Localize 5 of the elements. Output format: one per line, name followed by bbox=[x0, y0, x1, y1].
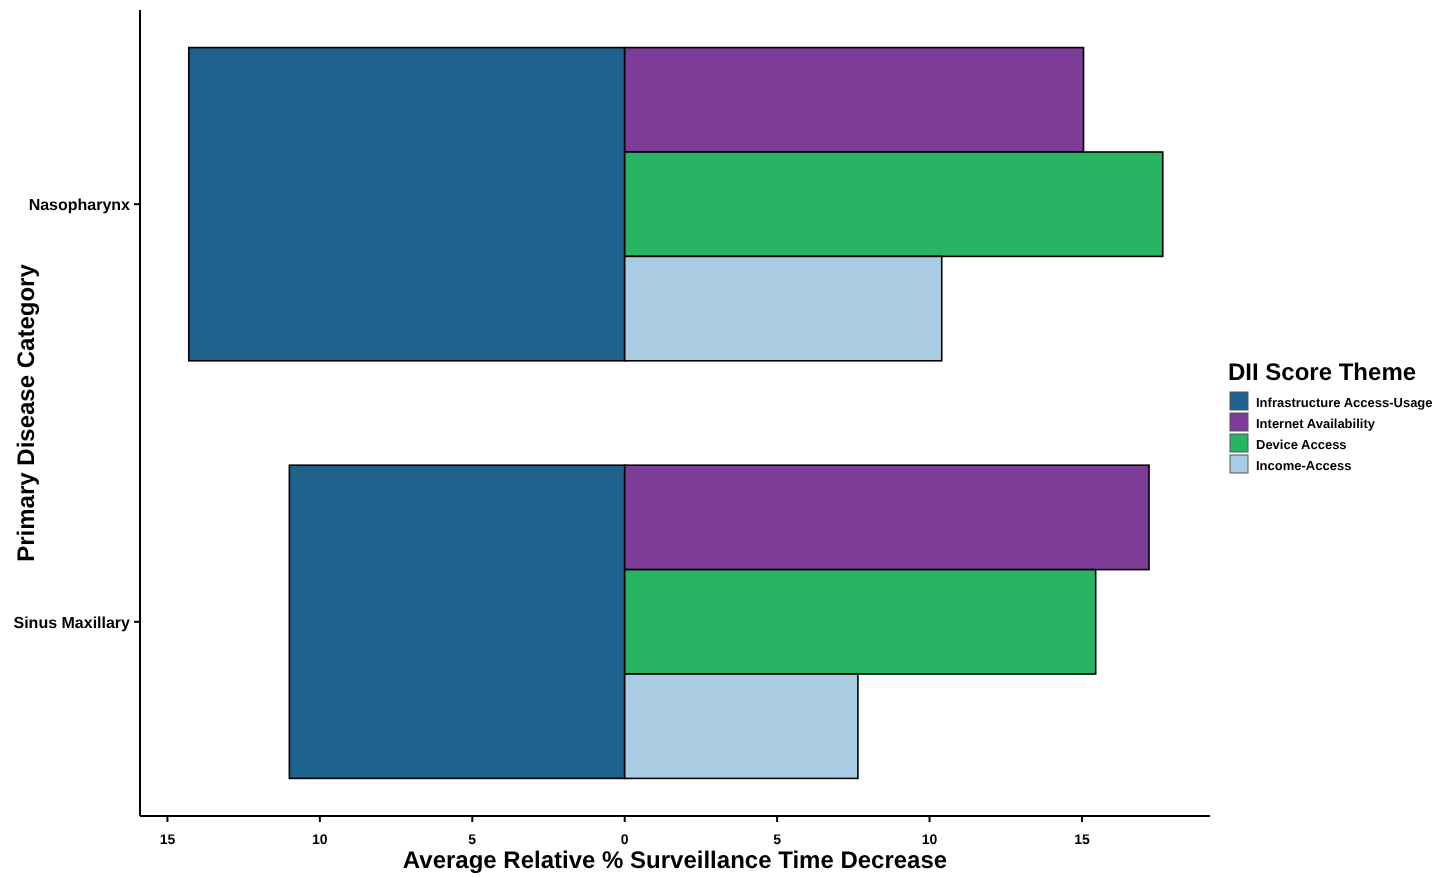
y-tick-label: Nasopharynx bbox=[28, 196, 132, 215]
y-axis-title: Primary Disease Category bbox=[12, 263, 40, 562]
legend-title: DII Score Theme bbox=[1228, 358, 1417, 386]
x-axis-title: Average Relative % Surveillance Time Decrease bbox=[402, 846, 948, 874]
y-tick-label: Sinus Maxillary bbox=[13, 613, 132, 632]
